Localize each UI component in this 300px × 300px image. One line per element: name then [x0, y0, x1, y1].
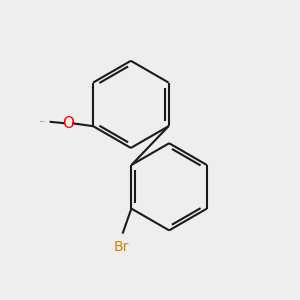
Text: Br: Br [113, 239, 129, 254]
Text: methoxy: methoxy [40, 121, 46, 122]
Text: O: O [62, 116, 74, 131]
